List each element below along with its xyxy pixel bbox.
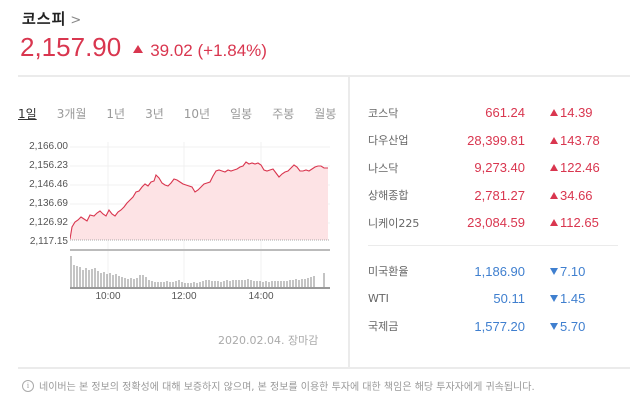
index-name: 코스피 (22, 10, 67, 28)
tab-3years[interactable]: 3년 (145, 107, 164, 121)
y-tick: 2,117.15 (29, 236, 68, 247)
price-summary: 2,157.90 39.02 (+1.84%) (20, 32, 267, 63)
index-row-nasdaq[interactable]: 나스닥 9,273.40 122.46 (368, 160, 600, 176)
y-tick: 2,126.92 (29, 217, 68, 228)
up-triangle-icon (133, 45, 144, 53)
x-tick: 12:00 (171, 291, 197, 302)
up-triangle-icon (550, 164, 558, 172)
up-triangle-icon (550, 136, 558, 144)
y-tick: 2,146.46 (29, 179, 68, 190)
tab-3months[interactable]: 3개월 (56, 107, 87, 121)
down-triangle-icon (550, 295, 558, 303)
up-triangle-icon (550, 109, 558, 117)
index-row-dow[interactable]: 다우산업 28,399.81 143.78 (368, 132, 600, 148)
y-tick: 2,156.23 (29, 160, 68, 171)
column-divider (348, 77, 350, 367)
info-icon: i (22, 379, 34, 392)
tab-1year[interactable]: 1년 (106, 107, 126, 121)
disclaimer-text: 네이버는 본 정보의 정확성에 대해 보증하지 않으며, 본 정보를 이용한 투… (39, 382, 535, 393)
tab-1day[interactable]: 1일 (18, 107, 37, 121)
tab-monthly-candle[interactable]: 월봉 (314, 107, 337, 121)
tab-weekly-candle[interactable]: 주봉 (272, 107, 295, 121)
period-tabs: 1일 3개월 1년 3년 10년 일봉 주봉 월봉 (18, 105, 356, 122)
market-row-wti[interactable]: WTI 50.11 1.45 (368, 291, 586, 307)
down-triangle-icon (550, 322, 558, 330)
chevron-right-icon[interactable]: > (70, 13, 83, 28)
market-row-usd-krw[interactable]: 미국환율 1,186.90 7.10 (368, 263, 586, 279)
index-title[interactable]: 코스피 > (22, 8, 82, 29)
down-triangle-icon (550, 267, 558, 275)
up-triangle-icon (550, 219, 558, 227)
market-row-gold[interactable]: 국제금 1,577.20 5.70 (368, 318, 586, 334)
tab-daily-candle[interactable]: 일봉 (230, 107, 253, 121)
y-tick: 2,166.00 (29, 141, 68, 152)
market-panel: 1일 3개월 1년 3년 10년 일봉 주봉 월봉 2,166.00 2,156… (18, 75, 630, 369)
index-row-shanghai[interactable]: 상해종합 2,781.27 34.66 (368, 187, 593, 203)
tab-10years[interactable]: 10년 (183, 107, 211, 121)
disclaimer: i 네이버는 본 정보의 정확성에 대해 보증하지 않으며, 본 정보를 이용한… (22, 378, 535, 393)
current-price: 2,157.90 (20, 32, 122, 62)
x-tick: 14:00 (248, 291, 274, 302)
x-tick: 10:00 (95, 291, 121, 302)
y-tick: 2,136.69 (29, 198, 68, 209)
index-row-nikkei[interactable]: 니케이225 23,084.59 112.65 (368, 215, 599, 231)
up-triangle-icon (550, 191, 558, 199)
price-chart[interactable] (70, 137, 332, 297)
price-change: 39.02 (+1.84%) (150, 41, 267, 60)
index-row-kosdaq[interactable]: 코스닥 661.24 14.39 (368, 105, 593, 121)
date-status: 2020.02.04. 장마감 (218, 334, 319, 347)
section-divider (368, 244, 618, 246)
related-indices: 코스닥 661.24 14.39 다우산업 28,399.81 143.78 나… (368, 99, 628, 340)
